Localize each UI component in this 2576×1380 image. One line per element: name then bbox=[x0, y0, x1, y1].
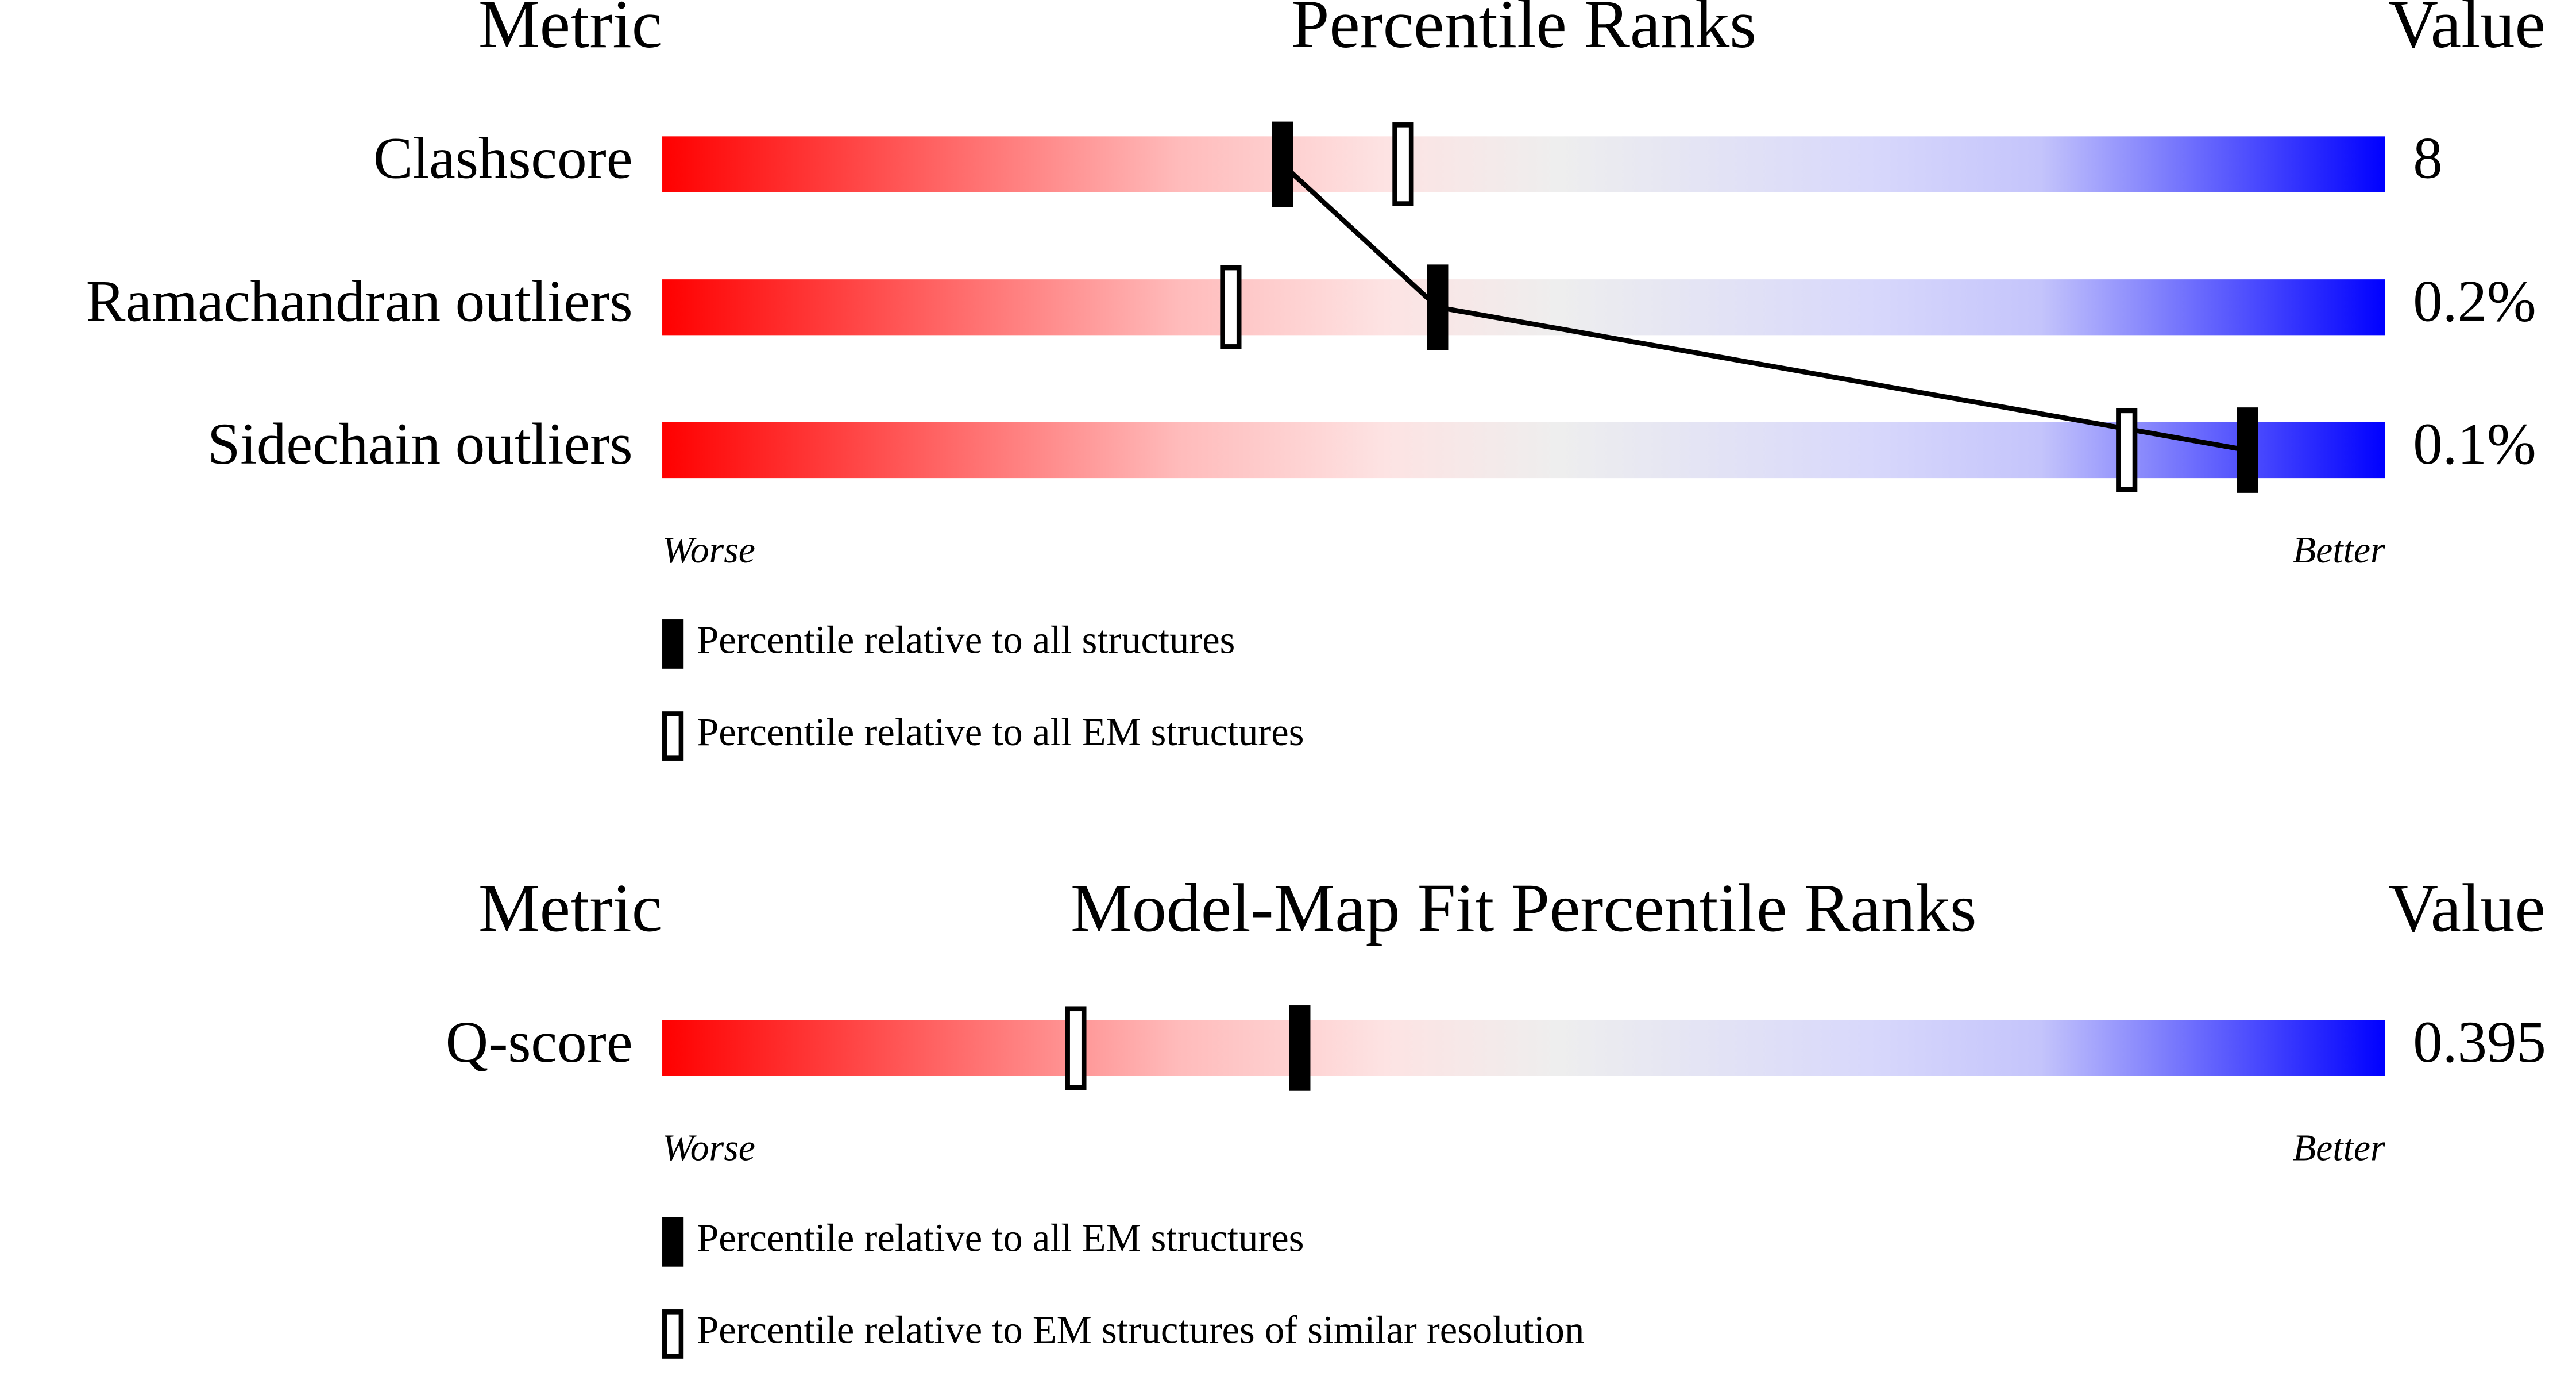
worse-label: Worse bbox=[662, 529, 755, 571]
legend-icon-filled bbox=[662, 619, 684, 669]
metric-value: 0.2% bbox=[2413, 268, 2536, 334]
better-label: Better bbox=[2293, 529, 2385, 571]
legend-label: Percentile relative to EM structures of … bbox=[697, 1308, 1584, 1352]
worse-label: Worse bbox=[662, 1127, 755, 1169]
metric-value: 8 bbox=[2413, 126, 2442, 191]
metric-label: Q-score bbox=[446, 1009, 633, 1075]
percentile-bar bbox=[662, 136, 2385, 192]
marker-filled bbox=[1272, 121, 1293, 207]
marker-hollow bbox=[1220, 265, 1242, 349]
metric-label: Clashscore bbox=[373, 126, 633, 191]
legend-icon-hollow bbox=[662, 1309, 684, 1359]
header-title: Model-Map Fit Percentile Ranks bbox=[1071, 869, 1977, 946]
marker-filled bbox=[1289, 1005, 1311, 1091]
marker-filled bbox=[1427, 264, 1449, 350]
header-title: Percentile Ranks bbox=[1291, 0, 1756, 62]
metric-label: Sidechain outliers bbox=[207, 411, 632, 477]
header-metric: Metric bbox=[478, 0, 662, 62]
header-value: Value bbox=[2388, 869, 2545, 946]
percentile-bar bbox=[662, 422, 2385, 479]
marker-hollow bbox=[1065, 1006, 1087, 1090]
header-metric: Metric bbox=[478, 869, 662, 946]
legend-icon-filled bbox=[662, 1217, 684, 1267]
legend-icon-hollow bbox=[662, 711, 684, 761]
percentile-bar bbox=[662, 279, 2385, 336]
legend-label: Percentile relative to all EM structures bbox=[697, 710, 1304, 754]
percentile-bar bbox=[662, 1020, 2385, 1076]
marker-hollow bbox=[1392, 122, 1414, 206]
header-value: Value bbox=[2388, 0, 2545, 62]
metric-value: 0.395 bbox=[2413, 1009, 2546, 1075]
metric-label: Ramachandran outliers bbox=[86, 268, 633, 334]
marker-filled bbox=[2237, 407, 2258, 493]
legend-label: Percentile relative to all structures bbox=[697, 618, 1235, 662]
metric-value: 0.1% bbox=[2413, 411, 2536, 477]
legend-label: Percentile relative to all EM structures bbox=[697, 1216, 1304, 1260]
better-label: Better bbox=[2293, 1127, 2385, 1169]
marker-hollow bbox=[2116, 408, 2138, 492]
